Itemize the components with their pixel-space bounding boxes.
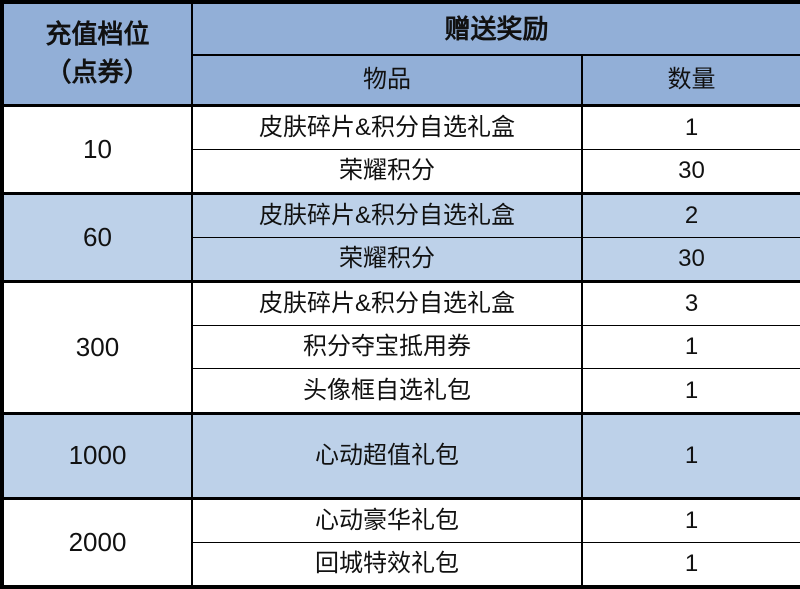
table-row: 10 皮肤碎片&积分自选礼盒 1: [1, 103, 800, 195]
item-cell: 荣耀积分: [191, 149, 583, 195]
header-cell-item: 物品: [191, 54, 583, 107]
table-row: 荣耀积分 30: [2, 237, 800, 283]
table-row: 300 皮肤碎片&积分自选礼盒 3: [1, 280, 800, 414]
table-row: 回城特效礼包 1: [2, 541, 800, 588]
table-row: 荣耀积分 30: [2, 149, 800, 195]
tier-cell-1000: 1000: [1, 411, 193, 499]
tier-cell-10: 10: [1, 103, 193, 195]
qty-cell: 2: [580, 192, 800, 239]
header-cell-quantity: 数量: [580, 54, 800, 107]
item-cell: 心动豪华礼包: [191, 496, 583, 543]
header-row-sub: 物品 数量: [2, 54, 800, 107]
item-cell: 头像框自选礼包: [191, 368, 583, 414]
qty-cell: 30: [580, 237, 800, 283]
table-row: 头像框自选礼包 1: [2, 368, 800, 414]
recharge-tier-label-line2: （点券）: [45, 57, 150, 87]
qty-cell: 1: [580, 103, 800, 151]
tier-cell-60: 60: [1, 192, 193, 283]
table-row: 60 皮肤碎片&积分自选礼盒 2: [1, 192, 800, 283]
item-cell: 皮肤碎片&积分自选礼盒: [191, 103, 583, 151]
item-cell: 皮肤碎片&积分自选礼盒: [191, 192, 583, 239]
qty-cell: 3: [580, 280, 800, 327]
tier-cell-300: 300: [1, 280, 193, 414]
header-cell-rewards: 赠送奖励: [190, 1, 800, 56]
qty-cell: 1: [580, 496, 800, 543]
table-row: 积分夺宝抵用券 1: [2, 325, 800, 370]
qty-cell: 1: [580, 325, 800, 370]
qty-cell: 1: [580, 368, 800, 414]
item-cell: 积分夺宝抵用券: [191, 325, 583, 370]
header-cell-recharge-tier: 充值档位 （点券）: [1, 1, 193, 107]
header-row-top: 充值档位 （点券） 赠送奖励: [1, 1, 800, 107]
qty-cell: 30: [580, 149, 800, 195]
item-cell: 皮肤碎片&积分自选礼盒: [191, 280, 583, 327]
item-cell: 回城特效礼包: [191, 541, 583, 588]
tier-cell-2000: 2000: [1, 496, 193, 588]
qty-cell: 1: [580, 411, 800, 499]
item-cell: 心动超值礼包: [191, 411, 583, 499]
table-row: 1000 心动超值礼包 1: [1, 411, 800, 499]
qty-cell: 1: [580, 541, 800, 588]
item-cell: 荣耀积分: [191, 237, 583, 283]
recharge-tier-label-line1: 充值档位: [45, 19, 150, 50]
table-row: 2000 心动豪华礼包 1: [1, 496, 800, 588]
